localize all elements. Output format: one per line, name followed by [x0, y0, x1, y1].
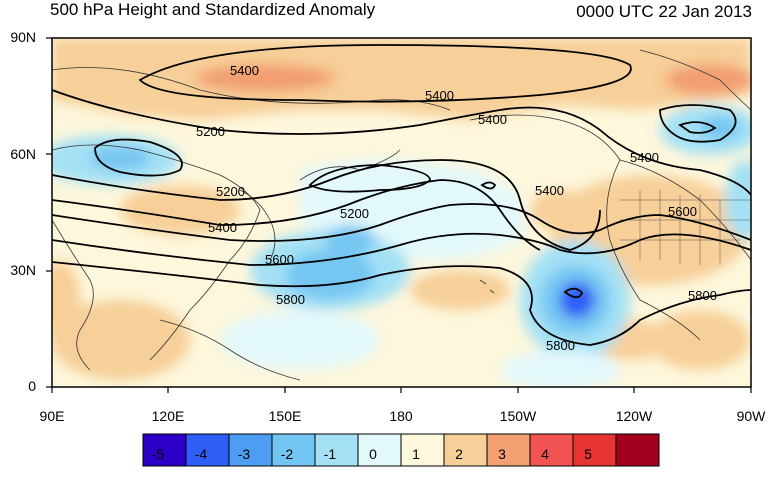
colorbar-swatch [615, 433, 660, 467]
contour-label: 5600 [265, 252, 294, 267]
contour-label: 5400 [230, 63, 259, 78]
colorbar-label: -5 [151, 446, 165, 462]
colorbar-label: 2 [455, 446, 463, 462]
colorbar-label: -2 [280, 446, 294, 462]
colorbar-swatch [314, 433, 359, 467]
contour-label: 5800 [546, 338, 575, 353]
contour-label: 5400 [630, 150, 659, 165]
contour-label: 5400 [425, 88, 454, 103]
lon-label: 90W [736, 408, 766, 424]
axis-ticks [46, 37, 752, 393]
height-contours [52, 44, 751, 346]
colorbar [142, 433, 660, 467]
lon-label: 150W [499, 408, 537, 424]
lat-label: 60N [10, 146, 36, 162]
contour-label: 5600 [668, 204, 697, 219]
lon-label: 120E [151, 408, 185, 424]
anomaly-field [52, 38, 751, 387]
colorbar-swatch [142, 433, 187, 467]
contour-label: 5400 [478, 112, 507, 127]
colorbar-swatch [357, 433, 402, 467]
map-title: 500 hPa Height and Standardized Anomaly [50, 0, 376, 19]
colorbar-label: -1 [323, 446, 337, 462]
lat-label: 0 [28, 378, 36, 394]
colorbar-label: 0 [369, 446, 377, 462]
contour-label: 5400 [535, 183, 564, 198]
contour-label: 5200 [216, 184, 245, 199]
colorbar-swatch [185, 433, 230, 467]
contour-label: 5800 [276, 292, 305, 307]
colorbar-label: 1 [412, 446, 420, 462]
colorbar-swatch [572, 433, 617, 467]
lat-label: 30N [10, 262, 36, 278]
colorbar-swatch [400, 433, 445, 467]
colorbar-swatch [529, 433, 574, 467]
lon-label: 90E [39, 408, 65, 424]
lat-label: 90N [10, 29, 36, 45]
contour-label: 5800 [688, 288, 717, 303]
colorbar-label: -3 [237, 446, 251, 462]
colorbar-swatch [443, 433, 488, 467]
lon-label: 150E [268, 408, 302, 424]
lon-label: 180 [389, 408, 413, 424]
contour-label: 5200 [196, 124, 225, 139]
colorbar-label: 3 [498, 446, 506, 462]
contour-label: 5400 [208, 220, 237, 235]
map-timestamp: 0000 UTC 22 Jan 2013 [576, 2, 752, 21]
colorbar-label: -4 [194, 446, 208, 462]
lon-label: 120W [615, 408, 653, 424]
contour-label: 5200 [340, 206, 369, 221]
colorbar-label: 5 [584, 446, 592, 462]
coastlines [52, 49, 751, 381]
contour-labels: 5400 5400 5400 5200 5200 5400 5200 5400 … [196, 63, 717, 353]
colorbar-label: 4 [541, 446, 549, 462]
